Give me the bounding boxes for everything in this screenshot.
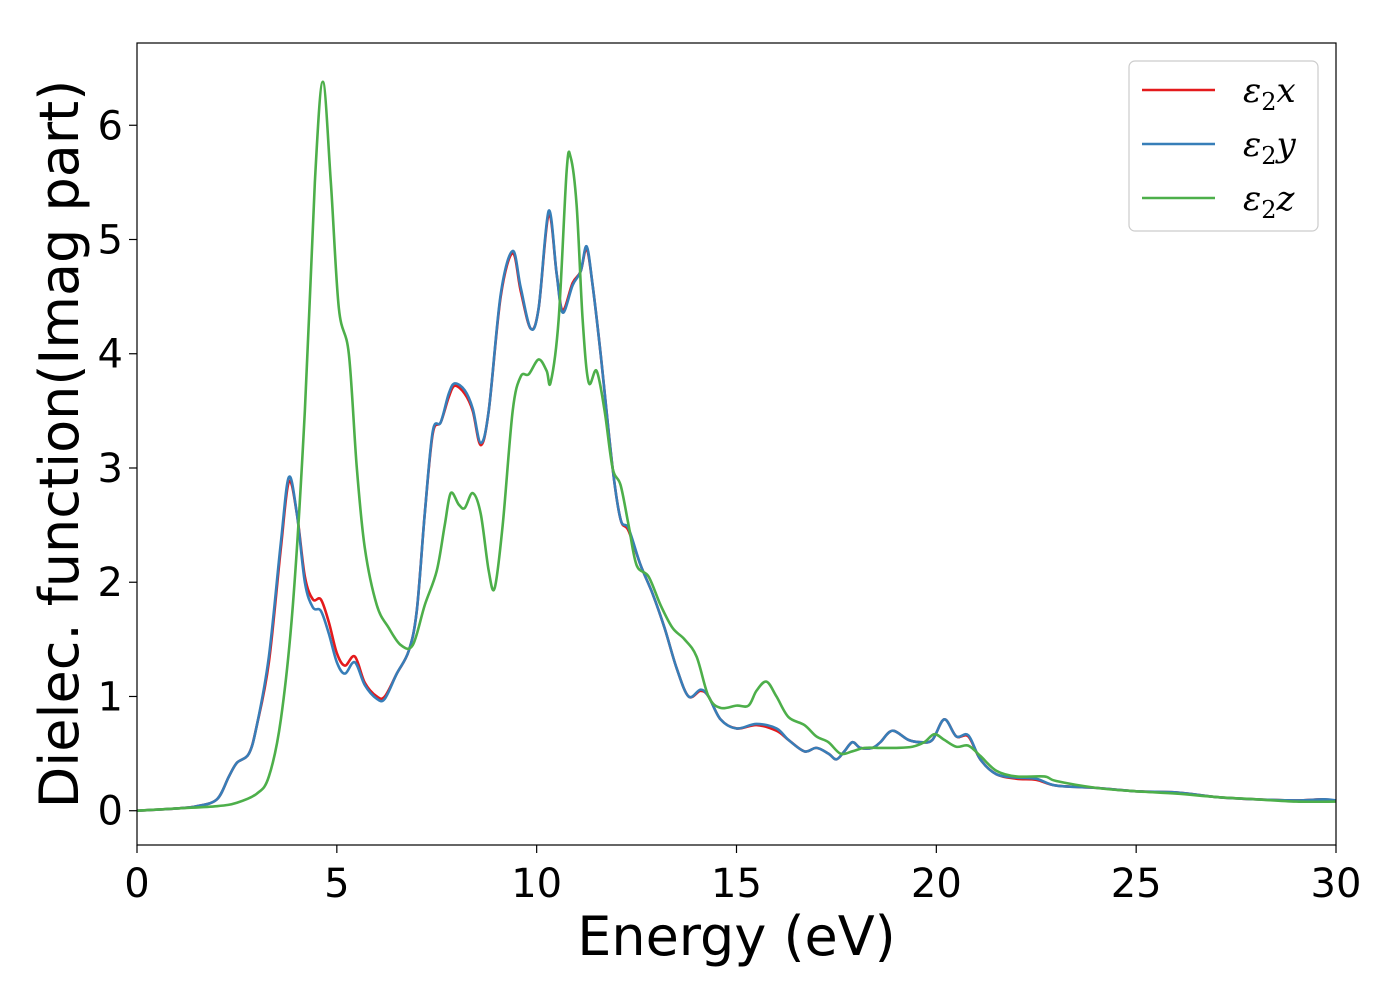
y-tick-label: 5 [98,218,123,264]
x-axis-label: Energy (eV) [577,905,896,968]
y-tick-label: 1 [98,674,123,720]
legend-entry-z: ε2z [1243,179,1296,224]
series-line-z [137,80,1336,813]
legend: ε2x ε2y ε2z [1128,60,1319,232]
x-tick-label: 0 [124,861,149,907]
y-tick-label: 3 [98,446,123,492]
x-tick-label: 5 [324,861,349,907]
y-tick-label: 0 [98,789,123,835]
x-axis: 0 5 10 15 20 25 30 [124,845,1361,907]
y-tick-label: 4 [98,332,123,378]
legend-entry-x: ε2x [1243,71,1296,116]
x-tick-label: 15 [711,861,762,907]
y-axis: 0 1 2 3 4 5 6 [98,103,137,835]
x-tick-label: 20 [911,861,962,907]
x-tick-label: 10 [511,861,562,907]
x-tick-label: 30 [1311,861,1362,907]
x-tick-label: 25 [1111,861,1162,907]
series-layer [137,80,1336,813]
y-tick-label: 2 [98,560,123,606]
y-axis-label: Dielec. function(Imag part) [28,80,91,809]
y-tick-label: 6 [98,103,123,149]
series-line-y [137,209,1336,813]
legend-box [1128,60,1319,232]
legend-entry-y: ε2y [1243,125,1297,170]
